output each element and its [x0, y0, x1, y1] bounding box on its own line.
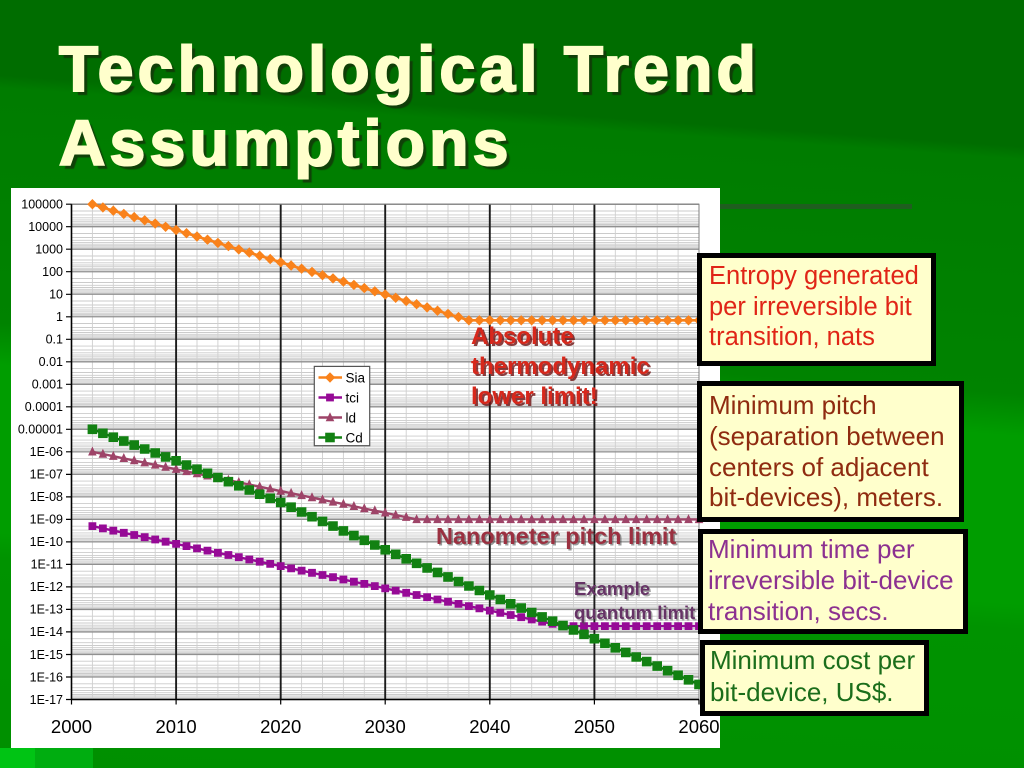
- svg-text:1E-17: 1E-17: [30, 693, 63, 707]
- svg-text:100: 100: [42, 265, 63, 279]
- svg-text:1E-06: 1E-06: [30, 445, 63, 459]
- svg-text:tci: tci: [346, 391, 360, 406]
- svg-text:Cd: Cd: [346, 431, 363, 446]
- svg-text:2040: 2040: [469, 716, 510, 737]
- svg-text:2060: 2060: [678, 716, 719, 737]
- svg-text:ld: ld: [346, 411, 357, 426]
- svg-text:1E-14: 1E-14: [30, 625, 63, 639]
- svg-text:2050: 2050: [574, 716, 615, 737]
- svg-text:1000: 1000: [35, 243, 63, 257]
- svg-text:2010: 2010: [156, 716, 197, 737]
- svg-text:10000: 10000: [28, 220, 63, 234]
- svg-text:1E-07: 1E-07: [30, 468, 63, 482]
- svg-text:0.0001: 0.0001: [25, 400, 63, 414]
- svg-text:1E-08: 1E-08: [30, 490, 63, 504]
- svg-text:1E-11: 1E-11: [31, 558, 63, 572]
- svg-text:2030: 2030: [365, 716, 406, 737]
- svg-text:2000: 2000: [51, 716, 92, 737]
- svg-text:Sia: Sia: [346, 371, 366, 386]
- svg-text:1: 1: [56, 310, 63, 324]
- svg-text:2020: 2020: [260, 716, 301, 737]
- svg-text:1E-13: 1E-13: [30, 603, 63, 617]
- svg-text:10: 10: [49, 288, 63, 302]
- svg-text:0.1: 0.1: [46, 333, 63, 347]
- svg-text:1E-09: 1E-09: [30, 513, 63, 527]
- svg-text:0.01: 0.01: [39, 355, 63, 369]
- svg-text:1E-16: 1E-16: [30, 670, 63, 684]
- svg-text:0.001: 0.001: [32, 378, 63, 392]
- svg-text:1E-10: 1E-10: [30, 535, 63, 549]
- svg-text:1E-12: 1E-12: [30, 580, 63, 594]
- svg-text:100000: 100000: [21, 198, 63, 212]
- svg-text:1E-15: 1E-15: [30, 648, 63, 662]
- svg-text:0.00001: 0.00001: [18, 423, 63, 437]
